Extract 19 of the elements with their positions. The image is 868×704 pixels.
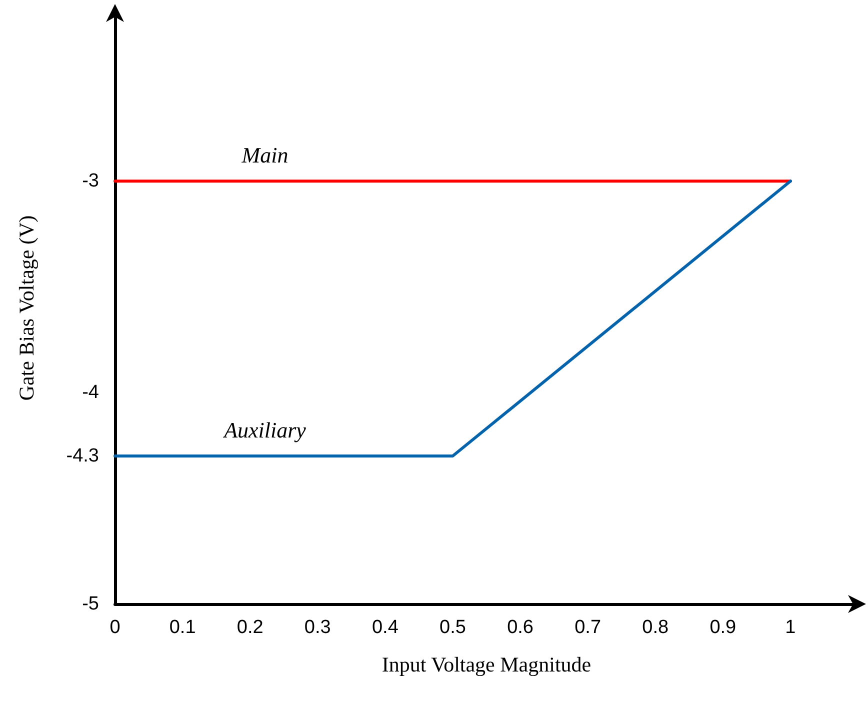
x-tick-label: 0.6 bbox=[507, 617, 534, 638]
x-tick-label: 0.3 bbox=[304, 617, 331, 638]
x-tick-label: 0.8 bbox=[642, 617, 669, 638]
y-axis-title: Gate Bias Voltage (V) bbox=[14, 215, 38, 401]
y-tick-label: -3 bbox=[82, 170, 99, 192]
y-tick-label: -4.3 bbox=[66, 446, 99, 466]
x-tick-label: 0.7 bbox=[574, 617, 602, 638]
x-tick-label: 0.4 bbox=[372, 617, 399, 638]
y-tick-label: -5 bbox=[82, 594, 99, 614]
series-label: Auxiliary bbox=[222, 418, 306, 442]
x-tick-label: 0.1 bbox=[169, 617, 196, 638]
series-label: Main bbox=[240, 142, 288, 168]
x-tick-label: 0.9 bbox=[710, 617, 736, 638]
x-axis-title: Input Voltage Magnitude bbox=[382, 652, 592, 676]
x-tick-label: 0.2 bbox=[236, 617, 264, 638]
x-tick-label: 1 bbox=[785, 617, 796, 638]
y-tick-label: -4 bbox=[82, 382, 100, 404]
x-tick-label: 0 bbox=[110, 617, 120, 638]
x-tick-label: 0.5 bbox=[440, 617, 466, 638]
